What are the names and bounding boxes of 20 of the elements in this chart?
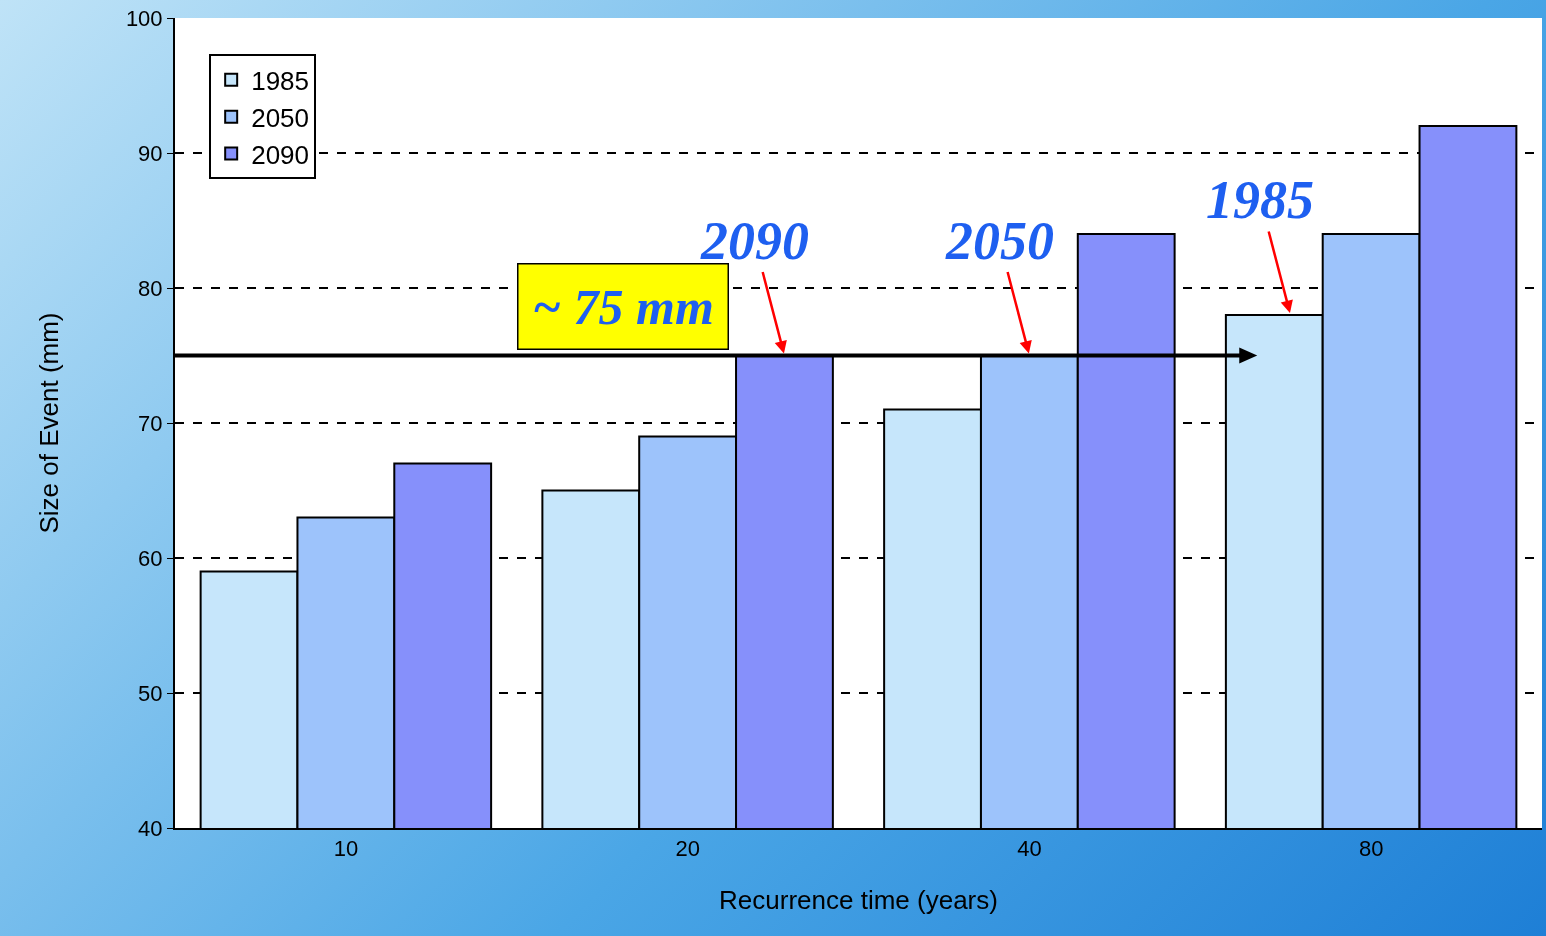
x-tick-label: 80 <box>1358 836 1384 862</box>
x-tick-label: 10 <box>333 836 359 862</box>
y-tick-label: 70 <box>138 410 163 436</box>
y-tick-label: 80 <box>138 275 163 301</box>
annotation: 1985 <box>1206 170 1314 230</box>
annotation: 2090 <box>700 211 809 271</box>
y-tick-label: 50 <box>138 680 163 706</box>
legend-label: 2050 <box>251 102 310 133</box>
x-axis-title: Recurrence time (years) <box>719 884 998 915</box>
legend-label: 2090 <box>251 139 310 170</box>
annotation: 2050 <box>945 211 1054 271</box>
legend-label: 1985 <box>251 65 310 96</box>
ref-line-label: ~ 75 mm <box>532 278 714 335</box>
y-tick-label: 40 <box>138 815 163 841</box>
x-tick-label: 20 <box>675 836 700 862</box>
y-tick-label: 100 <box>125 5 163 31</box>
y-tick-label: 90 <box>138 140 163 166</box>
y-axis-title: Size of Event (mm) <box>33 312 64 534</box>
y-tick-label: 60 <box>138 545 163 571</box>
x-tick-label: 40 <box>1017 836 1042 862</box>
